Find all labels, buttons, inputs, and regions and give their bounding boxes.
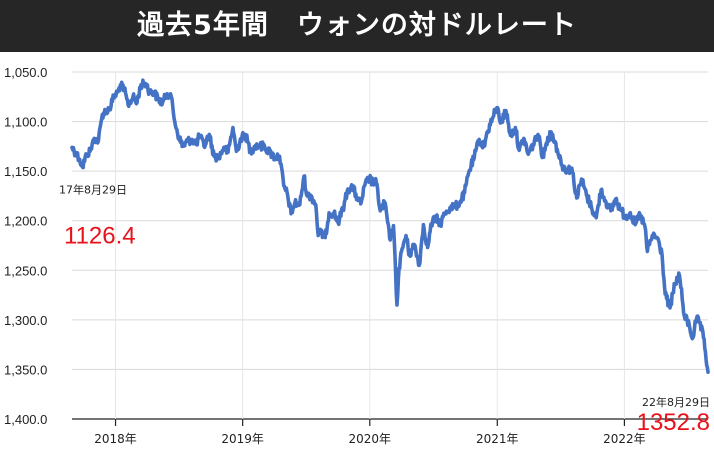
y-tick-label: 1,050.0 — [4, 65, 47, 80]
x-tick-label: 2020年 — [349, 432, 392, 446]
y-axis: 1,050.0 1,100.0 1,150.0 1,200.0 1,250.0 1,300… — [4, 65, 47, 427]
y-tick-label: 1,400.0 — [4, 412, 47, 427]
start-date-label: 17年8月29日 — [59, 182, 127, 196]
series-line — [70, 78, 710, 375]
y-tick-label: 1,150.0 — [4, 164, 47, 179]
series-group — [70, 78, 710, 375]
chart-title: 過去5年間 ウォンの対ドルレート — [137, 10, 577, 41]
y-tick-label: 1,300.0 — [4, 313, 47, 328]
end-date-label: 22年8月29日 — [642, 395, 710, 409]
y-tick-label: 1,350.0 — [4, 362, 47, 377]
title-bar: 過去5年間 ウォンの対ドルレート — [0, 0, 714, 52]
y-tick-label: 1,250.0 — [4, 263, 47, 278]
start-value-label: 1126.4 — [64, 222, 136, 249]
end-value-label: 1352.8 — [637, 409, 710, 436]
x-tick-label: 2018年 — [94, 432, 137, 446]
y-tick-label: 1,100.0 — [4, 115, 47, 130]
x-axis: 2018年 2019年 2020年 2021年 2022年 — [94, 419, 646, 446]
x-tick-label: 2019年 — [221, 432, 264, 446]
x-tick-label: 2021年 — [476, 432, 519, 446]
y-tick-label: 1,200.0 — [4, 214, 47, 229]
x-tick-label: 2022年 — [603, 432, 646, 446]
gridlines — [72, 71, 708, 420]
